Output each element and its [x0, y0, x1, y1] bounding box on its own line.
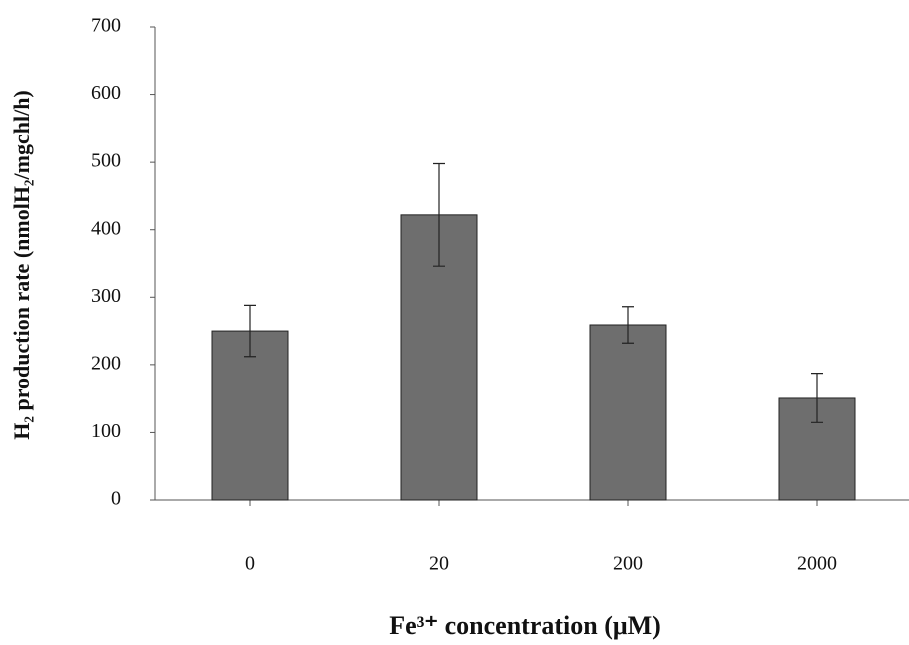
y-tick-label: 200 [91, 352, 121, 374]
x-tick-label: 20 [429, 553, 449, 575]
x-axis-title: Fe³⁺ concentration (μM) [389, 611, 661, 640]
y-tick-label: 300 [91, 285, 121, 307]
x-tick-label: 2000 [797, 553, 837, 575]
page: H₂ production rate (nmolH₂/mgchl/h) Fe³⁺… [0, 0, 909, 645]
chart: H₂ production rate (nmolH₂/mgchl/h) Fe³⁺… [0, 0, 909, 645]
y-tick-label: 500 [91, 150, 121, 172]
y-tick-label: 400 [91, 217, 121, 239]
x-tick-label: 200 [613, 553, 643, 575]
x-tick-label: 0 [245, 553, 255, 575]
bar [590, 325, 666, 500]
y-tick-label: 100 [91, 420, 121, 442]
y-tick-label: 600 [91, 82, 121, 104]
y-tick-label: 700 [91, 15, 121, 37]
y-axis-title: H₂ production rate (nmolH₂/mgchl/h) [9, 90, 34, 440]
y-tick-label: 0 [111, 488, 121, 510]
